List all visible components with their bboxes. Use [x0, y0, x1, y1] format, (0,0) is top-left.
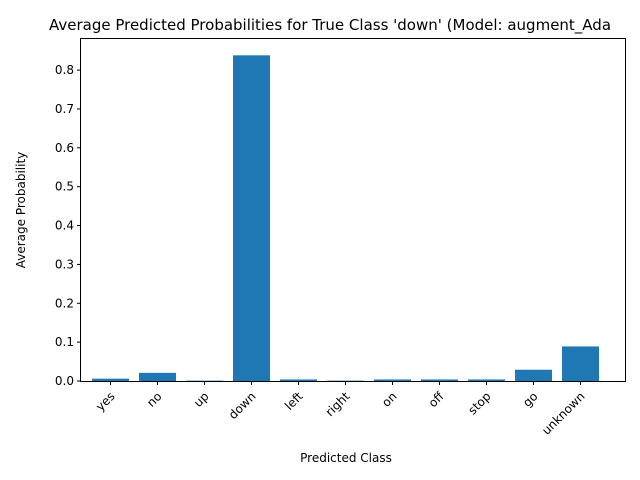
x-tick-label: go — [520, 389, 540, 409]
bar-go — [515, 369, 552, 381]
x-tick-label: down — [226, 389, 259, 422]
y-tick-label: 0.7 — [55, 102, 74, 116]
x-tick-label: up — [191, 389, 212, 410]
x-axis-label: Predicted Class — [300, 451, 392, 465]
x-tick-label: left — [282, 389, 306, 413]
bar-unknown — [562, 346, 599, 381]
plot-frame — [80, 38, 626, 382]
bar-down — [233, 55, 270, 382]
y-tick-label: 0.3 — [55, 257, 74, 271]
x-tick-label: on — [379, 389, 399, 409]
bar-yes — [92, 378, 129, 381]
x-tick-label: right — [323, 389, 353, 419]
bar-no — [139, 372, 176, 381]
y-tick-label: 0.4 — [55, 219, 74, 233]
x-tick-label: stop — [465, 389, 493, 417]
y-axis-label: Average Probability — [14, 152, 28, 269]
x-tick-label: yes — [93, 389, 118, 414]
y-tick-label: 0.1 — [55, 335, 74, 349]
bar-off — [421, 379, 458, 381]
x-tick-label: unknown — [539, 389, 587, 437]
bar-on — [374, 379, 411, 381]
y-tick-label: 0.6 — [55, 141, 74, 155]
y-axis: 0.0 0.1 0.2 0.3 0.4 0.5 0.6 0.7 0.8 — [55, 63, 81, 388]
y-tick-label: 0.2 — [55, 296, 74, 310]
y-tick-label: 0.8 — [55, 63, 74, 77]
x-tick-label: no — [144, 389, 164, 409]
chart-title: Average Predicted Probabilities for True… — [49, 16, 611, 35]
bar-left — [280, 379, 317, 381]
bar-stop — [468, 379, 505, 381]
x-tick-label: off — [426, 389, 447, 410]
y-tick-label: 0.5 — [55, 180, 74, 194]
bars-group — [92, 55, 599, 382]
y-tick-label: 0.0 — [55, 374, 74, 388]
